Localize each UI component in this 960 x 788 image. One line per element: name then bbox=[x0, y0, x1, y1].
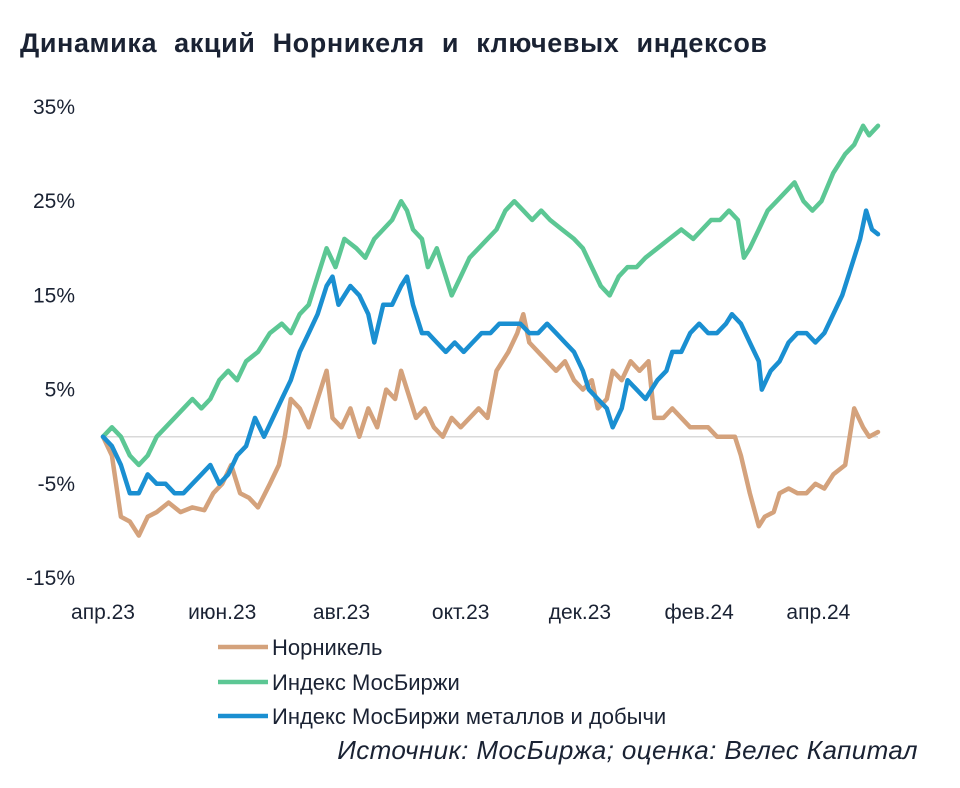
x-tick-label: авг.23 bbox=[313, 601, 370, 624]
x-tick-label: апр.24 bbox=[786, 601, 850, 624]
y-tick-label: 25% bbox=[33, 190, 75, 213]
legend-label: Индекс МосБиржи bbox=[272, 670, 460, 695]
x-tick-label: окт.23 bbox=[432, 601, 490, 624]
y-tick-label: -5% bbox=[38, 473, 75, 496]
series-layer bbox=[100, 123, 881, 538]
y-tick-label: 5% bbox=[45, 379, 75, 402]
chart-title: Динамика акций Норникеля и ключевых инде… bbox=[20, 28, 768, 58]
y-axis: 35% 25% 15% 5% -5% -15% bbox=[26, 96, 75, 590]
y-tick-label: -15% bbox=[26, 567, 75, 590]
y-tick-label: 35% bbox=[33, 96, 75, 119]
series-line-2 bbox=[100, 123, 881, 468]
legend-label: Норникель bbox=[272, 635, 382, 660]
y-tick-label: 15% bbox=[33, 284, 75, 307]
series-line-1 bbox=[100, 311, 881, 538]
line-chart: 35% 25% 15% 5% -5% -15% апр.23 июн.23 авг.23 окт… bbox=[26, 96, 881, 729]
legend: Норникель Индекс МосБиржи Индекс МосБиржи … bbox=[218, 635, 666, 729]
x-tick-label: апр.23 bbox=[71, 601, 135, 624]
x-tick-label: дек.23 bbox=[549, 601, 611, 624]
x-axis: апр.23 июн.23 авг.23 окт.23 дек.23 фев.24 апр.… bbox=[71, 601, 851, 624]
legend-label: Индекс МосБиржи металлов и добычи bbox=[272, 704, 666, 729]
x-tick-label: июн.23 bbox=[188, 601, 256, 624]
source-note: Источник: МосБиржа; оценка: Велес Капита… bbox=[337, 735, 918, 765]
series-line-3 bbox=[100, 208, 881, 496]
x-tick-label: фев.24 bbox=[664, 601, 734, 624]
